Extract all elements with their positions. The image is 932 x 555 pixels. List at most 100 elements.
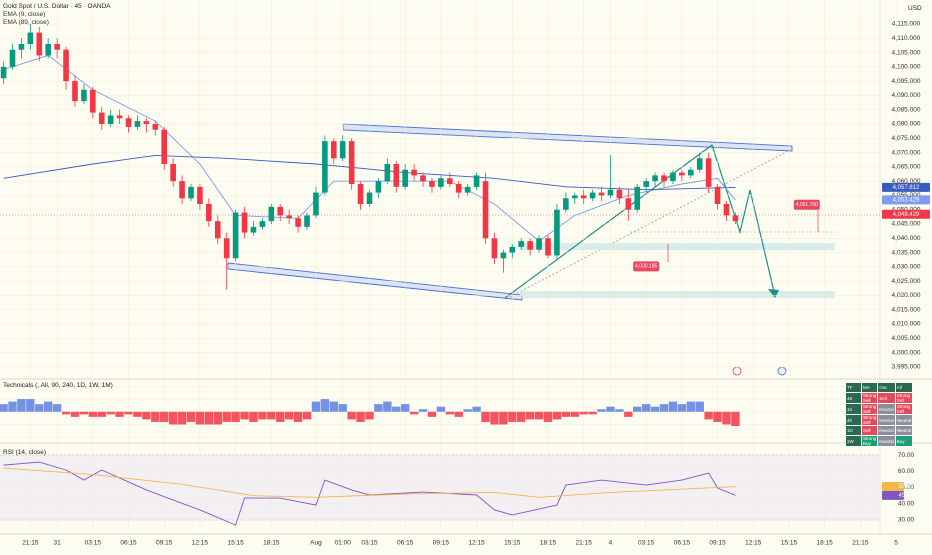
candle-body <box>54 44 60 50</box>
candle-body <box>607 189 614 196</box>
histogram-bar <box>454 411 463 417</box>
axis-price-tag <box>882 182 930 192</box>
histogram-bar <box>695 401 704 412</box>
histogram-bar <box>160 411 169 422</box>
y-tick-label: 4,065.000 <box>892 164 921 171</box>
y-tick-label: 4,045.000 <box>892 221 921 228</box>
histogram-bar <box>186 411 196 422</box>
axis-price-tag <box>882 490 904 500</box>
y-tick-label: 4,070.000 <box>892 149 921 156</box>
histogram-bar <box>17 399 26 412</box>
symbol-title: Gold Spot / U.S. Dollar · 45 · OANDA <box>3 3 111 10</box>
histogram-bar <box>722 411 731 425</box>
histogram-bar <box>52 404 62 412</box>
event-icon[interactable] <box>732 366 742 376</box>
y-tick-label: 4,010.000 <box>892 321 921 328</box>
candle-body <box>63 49 69 82</box>
table-cell: Strong Sell <box>860 414 879 426</box>
x-tick-label: 03:15 <box>361 540 378 547</box>
histogram-bar <box>383 401 392 412</box>
candle-body <box>72 81 78 102</box>
table-cell: Neutral <box>877 425 896 436</box>
candle-body <box>554 209 560 256</box>
x-tick-label: 18:15 <box>263 540 280 547</box>
candle-body <box>45 44 51 56</box>
histogram-bar <box>409 411 419 415</box>
table-cell: 45 <box>845 392 862 404</box>
histogram-bar <box>445 411 455 415</box>
histogram-bar <box>267 411 276 420</box>
table-cell: Neutral <box>894 425 914 436</box>
histogram-bar <box>204 411 214 425</box>
histogram-bar <box>79 411 89 415</box>
table-cell: 1h <box>845 403 862 415</box>
x-tick-label: 12:15 <box>192 540 209 547</box>
table-cell: Strong Sell <box>894 403 914 415</box>
histogram-bar <box>615 409 624 412</box>
candle-body <box>188 186 194 199</box>
x-tick-label: 4 <box>609 540 613 547</box>
candle-body <box>348 141 355 184</box>
candle-body <box>518 241 525 247</box>
histogram-bar <box>356 411 365 422</box>
histogram-bar <box>633 406 642 412</box>
candle-body <box>27 32 34 44</box>
histogram-bar <box>659 404 669 412</box>
candle-body <box>197 186 203 204</box>
candle-body <box>322 141 328 193</box>
histogram-bar <box>213 411 222 425</box>
zone <box>520 291 835 298</box>
event-icon[interactable] <box>777 366 787 376</box>
y-tick-label: 4,075.000 <box>892 135 921 142</box>
histogram-bar <box>392 406 401 412</box>
candle-body <box>357 184 364 204</box>
candle-body <box>134 121 141 127</box>
candle-body <box>643 181 649 187</box>
histogram-bar <box>124 411 133 415</box>
y-tick-label: 40.00 <box>898 500 915 507</box>
candle-body <box>563 198 569 210</box>
histogram-bar <box>481 411 490 422</box>
histogram-bar <box>133 411 142 417</box>
price-callout-label: 4,051.750 <box>796 202 818 208</box>
histogram-bar <box>293 411 303 422</box>
table-row: 1D Sell Neutral Neutral <box>845 425 914 436</box>
histogram-bar <box>35 404 44 412</box>
candle-body <box>687 169 694 176</box>
candle-body <box>455 184 462 193</box>
histogram-bar <box>597 409 606 412</box>
table-row: 4h Strong Sell Neutral Neutral <box>845 414 914 426</box>
y-tick-label: 4,030.000 <box>892 264 921 271</box>
y-tick-label: 4,095.000 <box>892 78 921 85</box>
candle-body <box>143 121 150 124</box>
axis-price-tag-label: 4,057.812 <box>893 185 920 191</box>
histogram-bar <box>88 411 98 417</box>
x-tick-label: 21:15 <box>22 540 39 547</box>
candle-body <box>18 44 25 50</box>
candle-body <box>214 221 221 239</box>
table-cell: Neutral <box>877 414 896 426</box>
histogram-bar <box>374 404 383 412</box>
candle-body <box>580 195 587 199</box>
table-row: 45 Strong Sell Sell Strong Sell <box>845 392 914 404</box>
histogram-bar <box>329 401 338 412</box>
candle-body <box>482 181 489 239</box>
candle-body <box>170 164 176 182</box>
x-tick-label: 21:15 <box>576 540 593 547</box>
histogram-bar <box>579 411 588 415</box>
trend-line <box>509 149 791 298</box>
y-tick-label: 4,080.000 <box>892 121 921 128</box>
channel-upper <box>342 123 793 152</box>
candle-body <box>598 192 605 196</box>
x-tick-label: 12:15 <box>745 540 762 547</box>
table-cell: Strong Sell <box>860 392 879 404</box>
candle-body <box>732 215 739 222</box>
histogram-bar <box>606 406 615 412</box>
y-tick-label: 4,025.000 <box>892 278 921 285</box>
candle-body <box>125 118 132 127</box>
candle-body <box>330 141 337 159</box>
table-cell: 1D <box>845 425 862 436</box>
histogram-bar <box>436 406 446 412</box>
candle-body <box>491 238 498 259</box>
candle-body <box>402 169 408 187</box>
